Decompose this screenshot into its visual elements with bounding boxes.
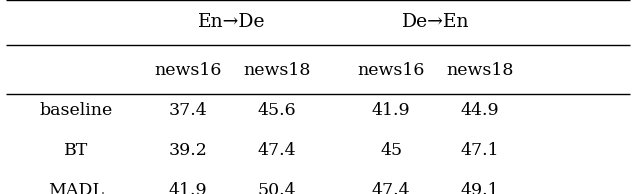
Text: De→En: De→En: [402, 13, 469, 31]
Text: news18: news18: [446, 62, 514, 79]
Text: 41.9: 41.9: [169, 182, 207, 194]
Text: 41.9: 41.9: [372, 102, 410, 119]
Text: 45: 45: [380, 142, 402, 159]
Text: 37.4: 37.4: [169, 102, 207, 119]
Text: news18: news18: [243, 62, 310, 79]
Text: BT: BT: [64, 142, 88, 159]
Text: En→De: En→De: [198, 13, 266, 31]
Text: MADL: MADL: [48, 182, 104, 194]
Text: 49.1: 49.1: [461, 182, 499, 194]
Text: 45.6: 45.6: [258, 102, 296, 119]
Text: 47.4: 47.4: [372, 182, 410, 194]
Text: 47.4: 47.4: [258, 142, 296, 159]
Text: news16: news16: [154, 62, 221, 79]
Text: baseline: baseline: [39, 102, 113, 119]
Text: 39.2: 39.2: [168, 142, 207, 159]
Text: 50.4: 50.4: [258, 182, 296, 194]
Text: 47.1: 47.1: [461, 142, 499, 159]
Text: 44.9: 44.9: [461, 102, 499, 119]
Text: news16: news16: [357, 62, 425, 79]
